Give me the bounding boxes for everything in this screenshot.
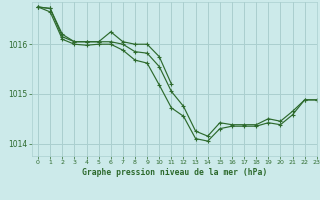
X-axis label: Graphe pression niveau de la mer (hPa): Graphe pression niveau de la mer (hPa) <box>82 168 267 177</box>
